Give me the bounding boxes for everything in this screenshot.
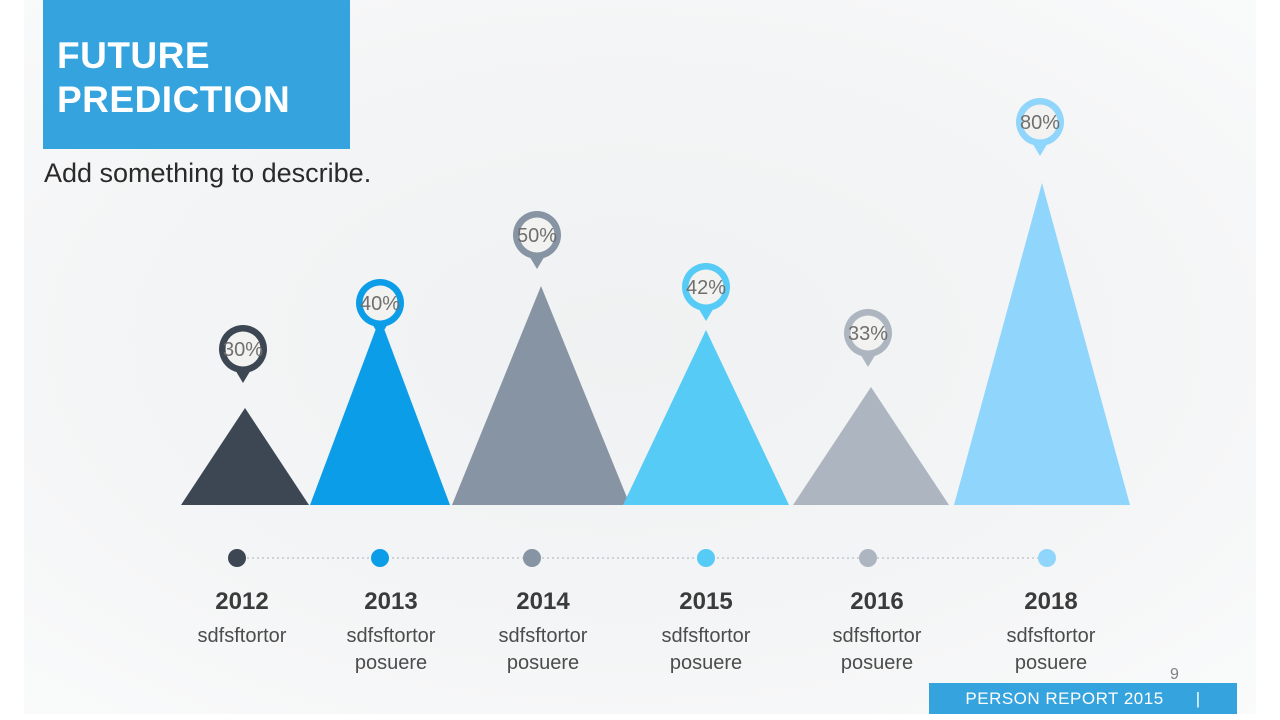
triangle-2015 (623, 330, 789, 505)
pin-value-2014: 50% (517, 225, 557, 247)
pin-2012: 30% (219, 325, 267, 383)
year-label-2018: 2018 (1024, 588, 1077, 615)
triangle-2018 (954, 183, 1130, 505)
description-line: posuere (670, 652, 742, 674)
footer-label: PERSON REPORT 2015 (965, 688, 1164, 708)
description-line: posuere (1015, 652, 1087, 674)
pin-value-2015: 42% (686, 277, 726, 299)
year-label-2012: 2012 (215, 588, 268, 615)
pin-2013: 40% (356, 279, 404, 337)
pin-2014: 50% (513, 211, 561, 269)
pin-inner-circle (1022, 104, 1058, 140)
triangle-2014 (452, 286, 630, 505)
timeline-dot-2015 (697, 549, 715, 567)
footer-divider: | (1195, 688, 1201, 708)
triangle-2013 (310, 318, 450, 505)
slide-subtitle: Add something to describe. (44, 158, 372, 188)
page-number: 9 (1170, 666, 1179, 683)
pin-inner-circle (225, 331, 261, 367)
description-line: posuere (507, 652, 579, 674)
description-line: sdfsftortor (499, 625, 588, 647)
pin-inner-circle (519, 217, 555, 253)
timeline-dot-2014 (523, 549, 541, 567)
description-line: posuere (841, 652, 913, 674)
description-line: posuere (355, 652, 427, 674)
description-line: sdfsftortor (833, 625, 922, 647)
pin-2015: 42% (682, 263, 730, 321)
year-label-2016: 2016 (850, 588, 903, 615)
page-title-line2: PREDICTION (57, 79, 291, 120)
pin-inner-circle (362, 285, 398, 321)
pin-inner-circle (688, 269, 724, 305)
description-line: sdfsftortor (1007, 625, 1096, 647)
timeline-dot-2016 (859, 549, 877, 567)
pin-inner-circle (850, 315, 886, 351)
year-label-2015: 2015 (679, 588, 732, 615)
year-label-2014: 2014 (516, 588, 570, 615)
pin-2016: 33% (844, 309, 892, 367)
pin-value-2012: 30% (223, 339, 263, 361)
timeline-dot-2012 (228, 549, 246, 567)
pin-value-2013: 40% (360, 293, 400, 315)
pin-value-2018: 80% (1020, 112, 1060, 134)
pin-value-2016: 33% (848, 323, 888, 345)
description-line: sdfsftortor (198, 625, 287, 647)
page-title-line1: FUTURE (57, 35, 211, 76)
triangle-2016 (793, 387, 949, 505)
year-label-2013: 2013 (364, 588, 417, 615)
pin-2018: 80% (1016, 98, 1064, 156)
description-line: sdfsftortor (347, 625, 436, 647)
timeline-dot-2013 (371, 549, 389, 567)
footer-bar: PERSON REPORT 2015 | (929, 683, 1237, 714)
timeline-dot-2018 (1038, 549, 1056, 567)
triangle-2012 (181, 408, 309, 505)
title-box: FUTURE PREDICTION (43, 0, 350, 149)
description-line: sdfsftortor (662, 625, 751, 647)
